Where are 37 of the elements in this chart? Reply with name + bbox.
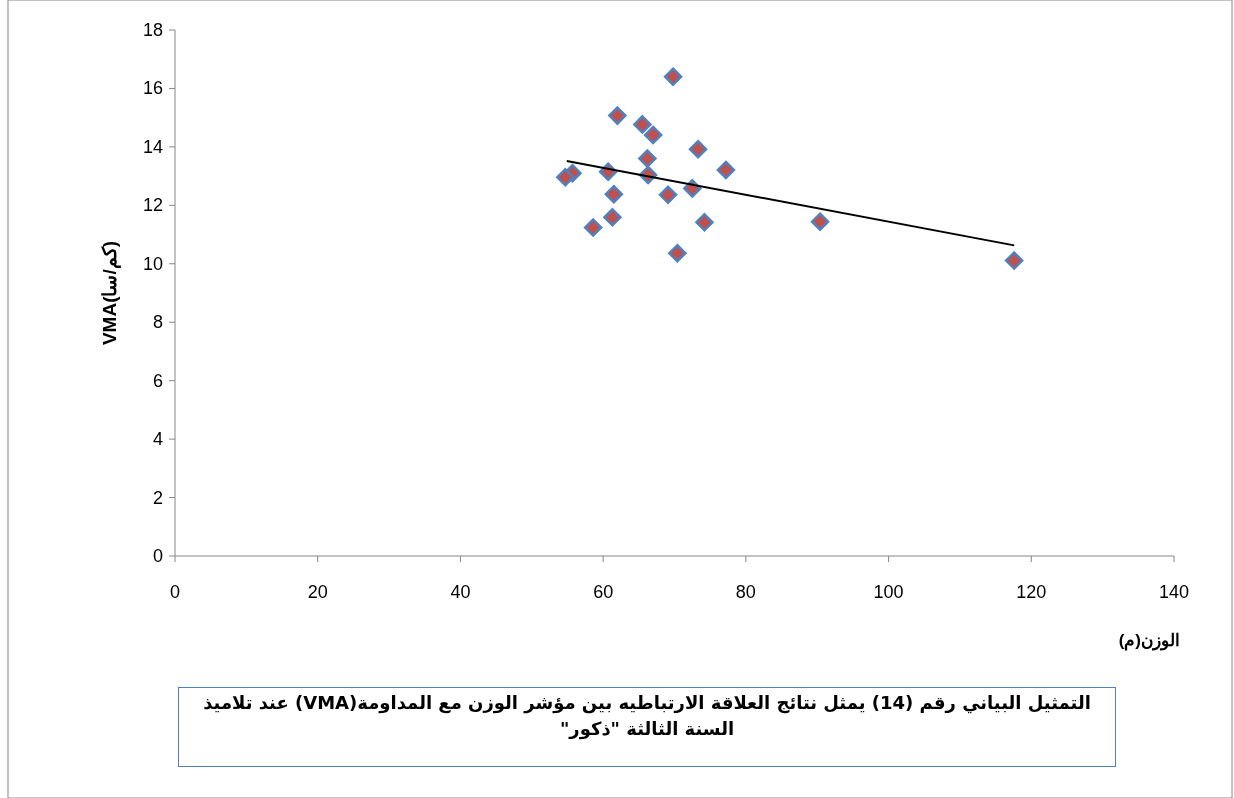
- point: [688, 139, 708, 159]
- y-tick-label: 10: [142, 253, 163, 274]
- point: [695, 213, 714, 232]
- point: [583, 218, 603, 237]
- point: [668, 244, 687, 263]
- y-tick-label: 6: [152, 370, 163, 391]
- x-tick-label: 140: [1158, 582, 1190, 602]
- y-tick-label: 14: [142, 136, 163, 157]
- point: [604, 184, 624, 204]
- y-tick-label: 8: [152, 312, 163, 333]
- point: [556, 168, 575, 187]
- point: [638, 149, 657, 168]
- y-axis-title: VMA(كم/سا): [99, 240, 121, 346]
- point: [603, 208, 622, 227]
- x-tick-label: 100: [873, 582, 904, 602]
- y-tick-label: 16: [142, 78, 163, 99]
- point: [643, 125, 663, 145]
- point: [1004, 251, 1024, 270]
- x-tick-label: 0: [169, 582, 181, 602]
- x-axis-title: الوزن(م): [1118, 631, 1180, 651]
- point: [716, 160, 736, 180]
- x-tick-label: 40: [450, 582, 471, 602]
- y-tick-label: 2: [152, 487, 163, 508]
- y-tick-label: 0: [152, 546, 163, 566]
- x-tick-label: 80: [735, 582, 756, 602]
- point: [658, 185, 678, 205]
- point: [608, 106, 627, 125]
- point: [810, 212, 830, 231]
- y-tick-label: 12: [142, 195, 163, 216]
- point: [663, 67, 683, 87]
- text: التمثيل البياني رقم (14) يمثل نتائج العلاقة الارتباطيه بين مؤشر الوزن مع المداومة(VMA) عند تلاميذ السنة الثالثة "ذكور": [178, 687, 1116, 767]
- x-tick-label: 120: [1016, 582, 1047, 602]
- y-tick-label: 18: [142, 20, 163, 40]
- y-tick-label: 4: [152, 429, 163, 450]
- point: [633, 115, 652, 134]
- x-tick-label: 60: [593, 582, 614, 602]
- x-tick-label: 20: [307, 582, 328, 602]
